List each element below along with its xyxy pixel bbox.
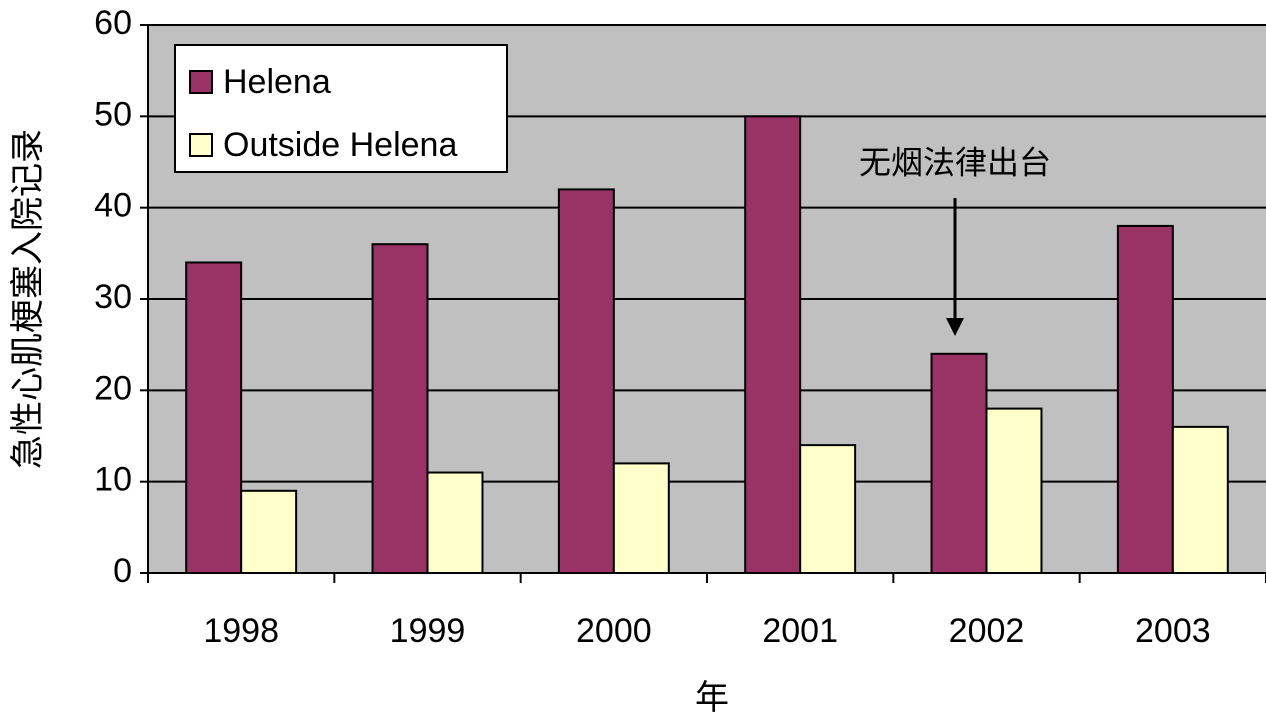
arrow-head [946,318,964,336]
y-tick-label: 40 [94,187,132,225]
y-tick-label: 10 [94,461,132,499]
bar [1171,425,1229,574]
bar [799,444,857,574]
x-tick-label: 2000 [576,612,652,650]
bar [426,471,484,574]
x-tick-label: 2002 [949,612,1025,650]
bar [612,462,670,574]
bar [744,115,802,574]
y-tick-label: 30 [94,278,132,316]
bar [185,261,243,574]
x-tick-label: 2001 [762,612,838,650]
bar [240,489,298,574]
legend-swatch [189,70,213,94]
annotation: 无烟法律出台 [859,144,1051,180]
y-tick-label: 60 [94,4,132,42]
y-axis-label: 急性心肌梗塞入院记录 [9,129,47,469]
legend: Helena Outside Helena [174,44,508,173]
bar [371,243,429,574]
y-tick-label: 50 [94,95,132,133]
y-tick-label: 20 [94,369,132,407]
x-tick-label: 2003 [1135,612,1211,650]
bar [930,352,988,574]
legend-box [174,44,508,173]
y-tick-label: 0 [113,552,132,590]
legend-label: Helena [223,63,331,101]
bar [985,407,1043,574]
bar [557,188,615,574]
legend-label: Outside Helena [223,126,457,164]
x-tick-label: 1998 [203,612,279,650]
legend-swatch [189,133,213,157]
x-tick-label: 1999 [390,612,466,650]
x-axis-label: 年 [695,679,729,717]
bar [1116,224,1174,575]
